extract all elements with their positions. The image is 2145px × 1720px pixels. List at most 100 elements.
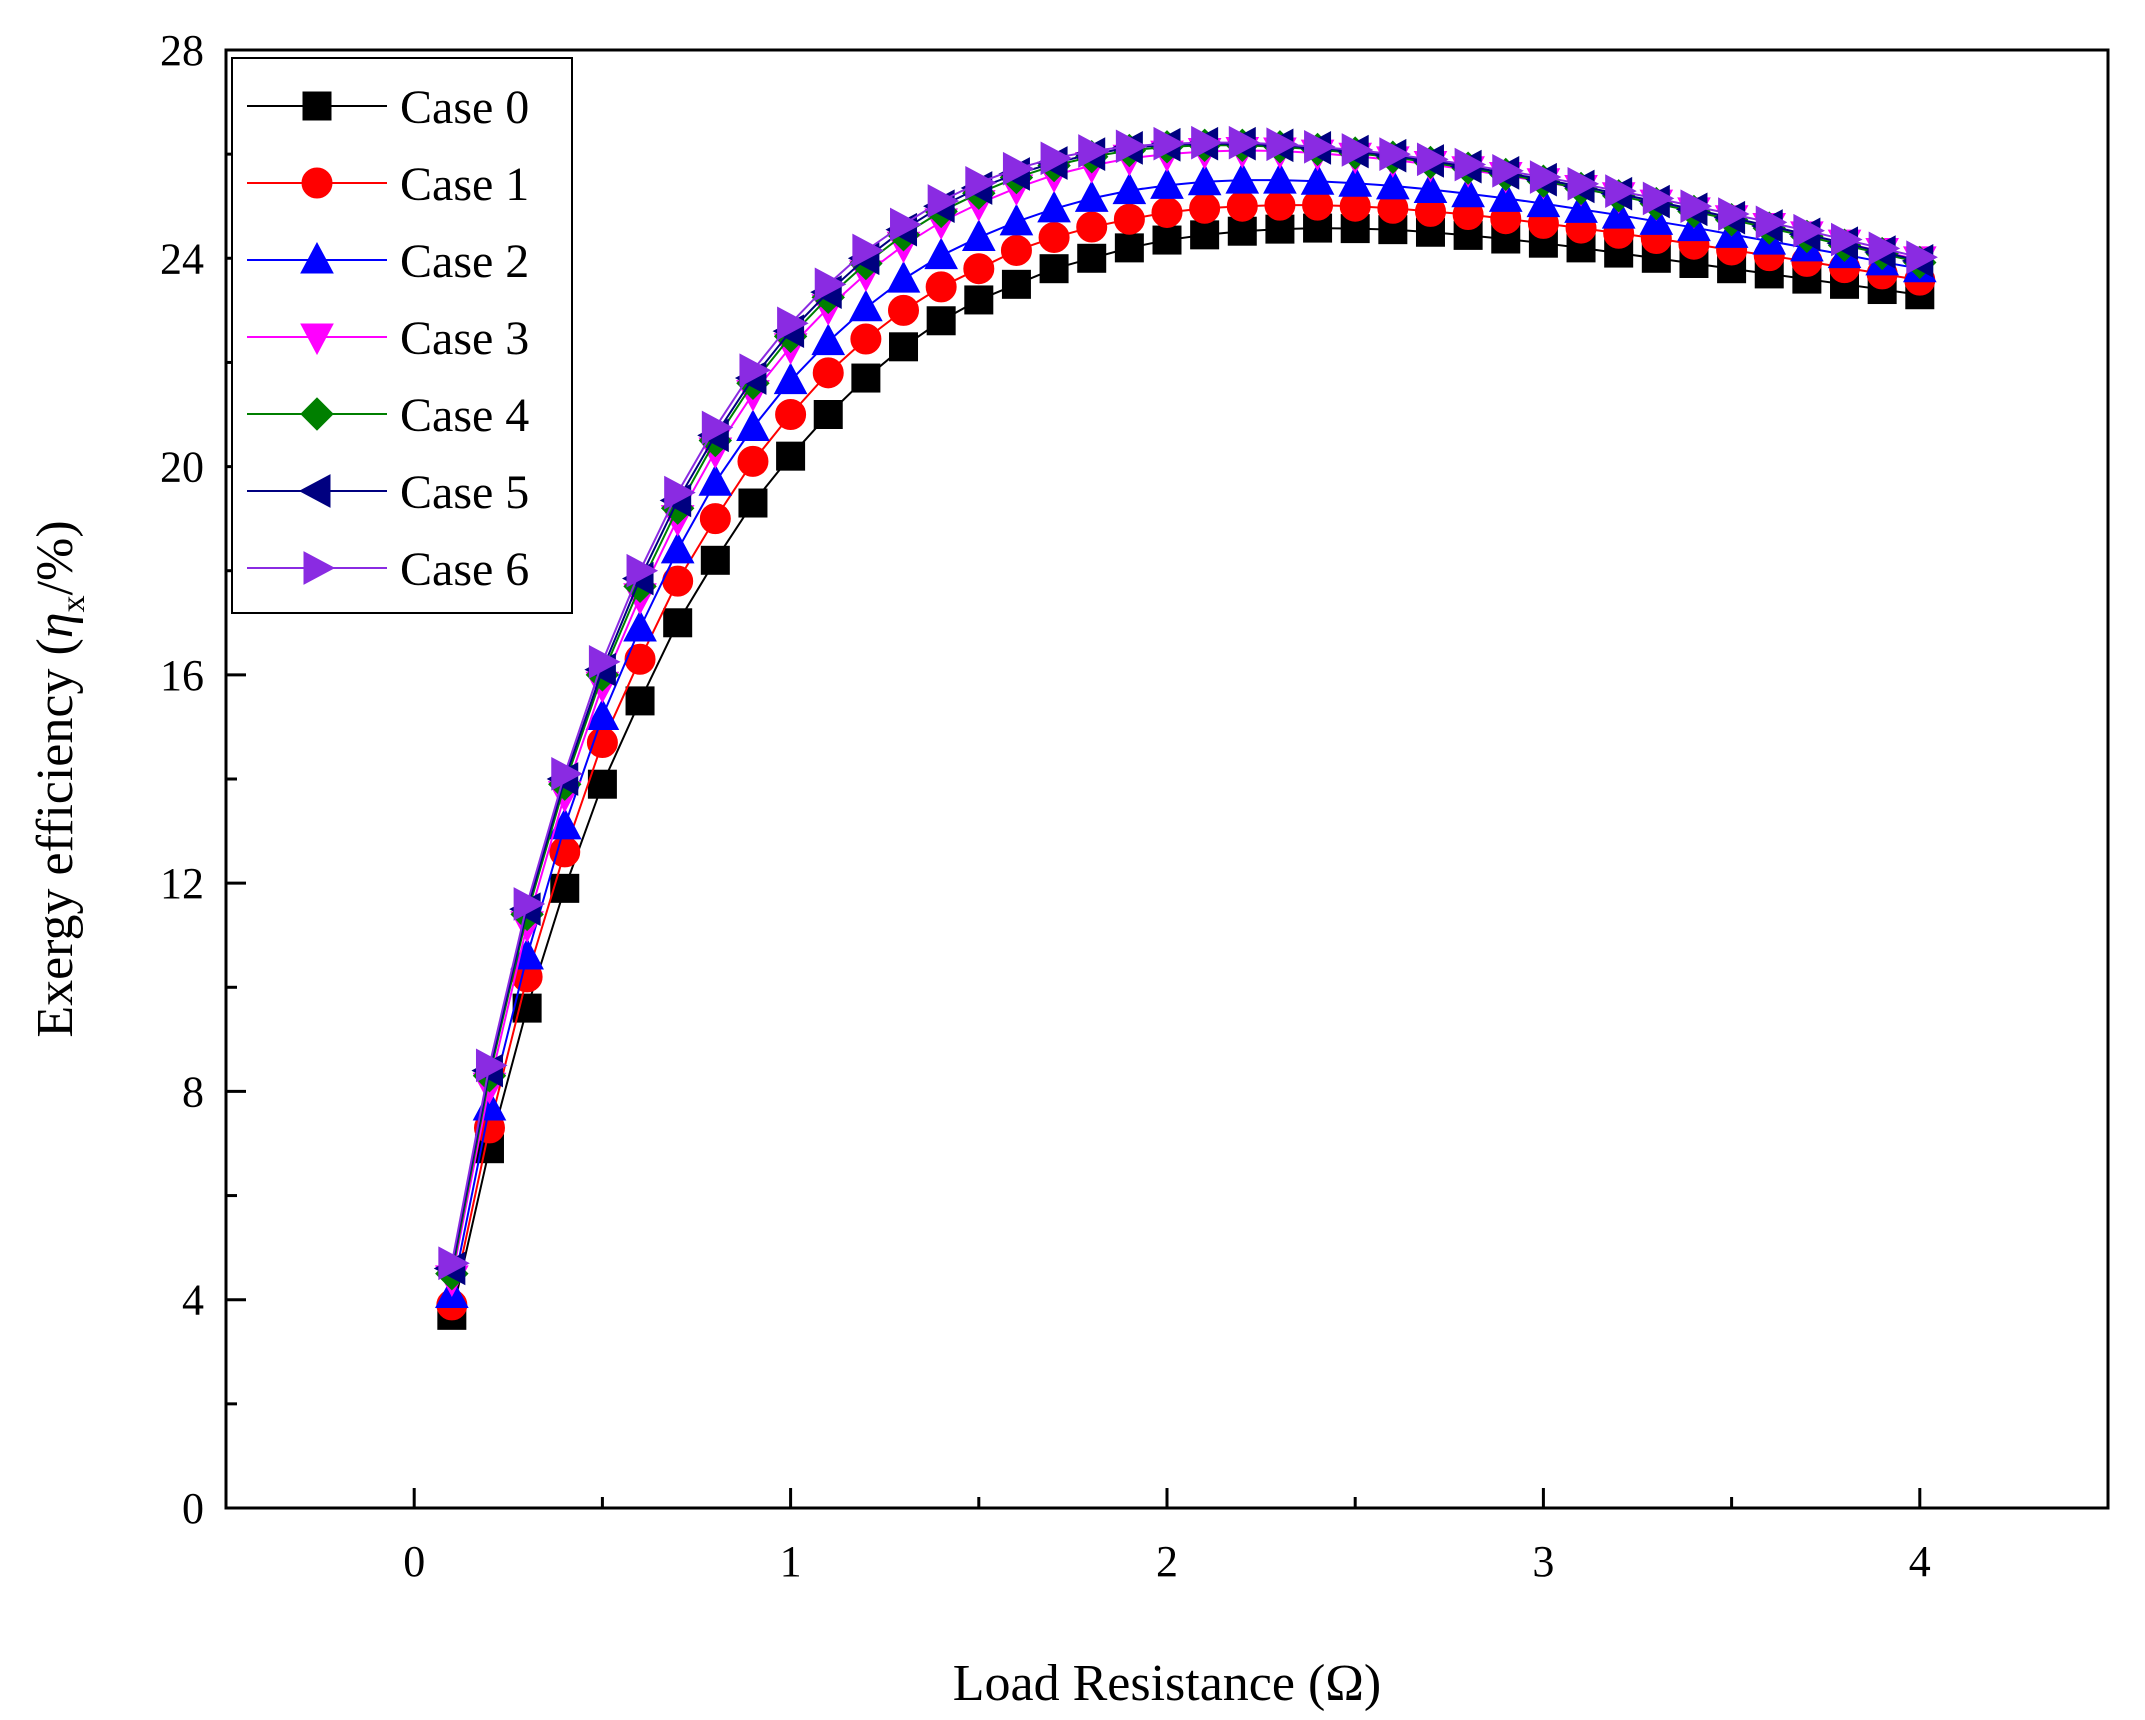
data-point [812,357,844,389]
y-axis-title-unit: /%) [27,520,84,595]
legend-marker [300,397,334,431]
legend-label: Case 5 [400,466,529,519]
data-point [965,165,997,200]
data-point [626,553,659,588]
data-point [1263,162,1297,194]
legend-item-case-3: Case 3 [247,312,529,365]
legend-label: Case 0 [400,81,529,134]
data-point [1076,211,1108,243]
data-point [889,332,919,362]
data-point [1831,222,1863,257]
data-point [1304,130,1336,164]
legend-item-case-0: Case 0 [247,81,529,134]
data-point [1074,180,1109,212]
data-point [1227,216,1257,246]
data-point [1868,231,1901,266]
data-point [587,769,617,799]
data-point [513,887,546,921]
y-tick-label: 16 [160,651,204,700]
series-case-4 [435,128,1937,1291]
data-point [624,643,656,675]
series-line-case-6 [450,141,1921,1264]
y-tick-label: 24 [160,234,204,283]
y-axis-title-symbol: η [27,612,84,638]
data-point [1567,166,1600,201]
data-point [814,267,847,302]
series-case-2 [435,162,1937,1309]
y-tick-label: 12 [160,859,204,908]
data-point [925,271,957,303]
series-case-5 [433,126,1934,1286]
data-point [1151,196,1183,228]
data-point [926,306,956,336]
data-point [660,531,695,564]
data-point [625,686,655,716]
x-axis-title: Load Resistance (Ω) [953,1655,1382,1712]
data-point [1112,172,1147,205]
data-point [1037,190,1071,223]
data-point [585,698,620,731]
legend-label: Case 6 [400,543,529,596]
data-point [852,233,884,268]
data-point [438,1246,470,1281]
data-point [1338,165,1373,197]
legend-box [231,57,573,614]
data-point [1114,233,1144,263]
data-point [1190,220,1220,250]
data-point [588,645,621,679]
data-point [1906,240,1938,275]
legend-item-case-6: Case 6 [247,543,529,596]
data-point [738,488,768,518]
data-point [1680,189,1713,224]
y-tick-label: 20 [160,443,204,492]
data-point [1341,133,1374,167]
x-tick-label: 4 [1909,1537,1931,1586]
legend-item-case-2: Case 2 [247,235,529,288]
data-point [698,464,733,496]
data-point [1793,213,1825,248]
data-point [736,409,770,442]
data-point [1718,197,1750,231]
data-point [700,545,730,575]
x-tick-label: 1 [780,1537,802,1586]
data-point [1492,153,1524,188]
data-point [664,475,696,510]
data-point [1115,129,1148,164]
data-point [851,363,881,393]
data-point [1152,225,1182,255]
data-point [550,873,580,903]
data-point [1416,142,1449,177]
data-point [775,399,807,430]
data-point [890,207,922,242]
data-point [1191,125,1223,160]
legend-marker [298,474,331,508]
data-point [1379,137,1411,171]
data-point [964,285,994,315]
data-point [1039,254,1069,284]
data-point [776,441,806,471]
data-point [999,203,1034,236]
data-point [886,261,921,293]
series-line-case-3 [450,149,1921,1280]
data-point [1150,167,1184,199]
data-point [888,294,920,326]
y-axis-title: Exergy efficiency (ηx/%) [27,520,92,1037]
data-point [1564,191,1598,223]
y-tick-label: 4 [182,1276,204,1325]
legend-label: Case 1 [400,158,529,211]
data-point [475,1048,508,1083]
x-tick-label: 2 [1156,1537,1178,1586]
data-point [1300,163,1335,195]
data-point [1264,189,1296,221]
series-layer [433,125,1938,1330]
data-point [1078,134,1110,168]
legend: Case 0 Case 1 Case 2 Case 3 Case 4 Case 5 Case… [231,57,573,614]
data-point [1038,221,1070,253]
data-point [1228,125,1261,160]
data-point [1187,163,1222,196]
data-point [739,353,772,388]
series-case-6 [438,125,1938,1281]
y-tick-label: 8 [182,1067,204,1116]
